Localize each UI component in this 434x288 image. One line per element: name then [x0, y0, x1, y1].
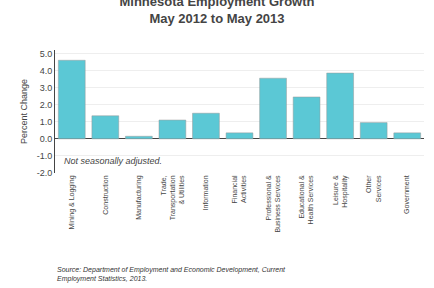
- svg-text:FinancialActivities: FinancialActivities: [231, 175, 247, 204]
- svg-text:Government: Government: [404, 175, 411, 214]
- svg-text:1.0: 1.0: [40, 117, 53, 127]
- svg-text:4.0: 4.0: [40, 66, 53, 76]
- svg-text:2.0: 2.0: [40, 100, 53, 110]
- svg-text:-2.0: -2.0: [37, 168, 53, 178]
- svg-text:Leisure &Hospitality: Leisure &Hospitality: [332, 175, 349, 208]
- svg-text:-1.0: -1.0: [37, 151, 53, 161]
- svg-text:Professional &Business Service: Professional &Business Services: [265, 175, 281, 233]
- svg-text:Source: Department of Employme: Source: Department of Employment and Eco…: [57, 266, 286, 283]
- svg-text:0.0: 0.0: [40, 134, 53, 144]
- svg-text:Trade,Transportation& Utilitie: Trade,Transportation& Utilities: [160, 175, 185, 220]
- svg-text:3.0: 3.0: [40, 83, 53, 93]
- svg-text:Minnesota Employment GrowthMay: Minnesota Employment GrowthMay 2012 to M…: [119, 0, 314, 26]
- svg-text:Construction: Construction: [102, 175, 109, 214]
- svg-text:Information: Information: [202, 175, 209, 210]
- svg-text:Mining & Logging: Mining & Logging: [68, 175, 76, 229]
- svg-text:Percent Change: Percent Change: [19, 79, 29, 144]
- svg-text:5.0: 5.0: [40, 49, 53, 59]
- svg-text:Educational &Health Services: Educational &Health Services: [298, 175, 314, 225]
- svg-text:Manufacturing: Manufacturing: [135, 175, 143, 219]
- svg-text:Not seasonally adjusted.: Not seasonally adjusted.: [64, 156, 162, 166]
- svg-text:OtherServices: OtherServices: [365, 175, 381, 203]
